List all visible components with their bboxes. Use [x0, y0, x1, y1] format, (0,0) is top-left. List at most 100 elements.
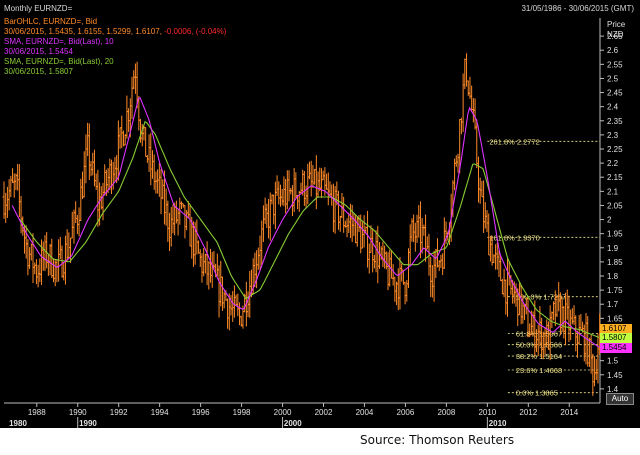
ohlc-bar: [273, 181, 277, 230]
ohlc-bar: [4, 192, 8, 223]
x-tick-label: 1988: [28, 408, 46, 417]
ohlc-bar: [210, 252, 214, 288]
ohlc-bar: [325, 173, 329, 190]
x-tick-label: 2004: [356, 408, 374, 417]
ohlc-bar: [261, 205, 265, 242]
legend-bar-values: 30/06/2015, 1.5435, 1.6155, 1.5299, 1.61…: [4, 27, 162, 36]
ohlc-bar: [152, 154, 156, 190]
date-range: 31/05/1986 - 30/06/2015 (GMT): [521, 4, 634, 13]
ohlc-bar: [87, 123, 91, 180]
ohlc-bar: [7, 179, 11, 211]
ohlc-bar: [456, 153, 460, 173]
ohlc-bar: [26, 239, 30, 276]
ohlc-bar: [337, 190, 341, 230]
ohlc-bar: [183, 205, 187, 239]
x-tick-label: 2000: [274, 408, 292, 417]
y-tick-label: 1.85: [607, 258, 623, 267]
ohlc-bar: [436, 238, 440, 268]
ohlc-bar: [147, 134, 151, 172]
ohlc-bar: [132, 70, 136, 90]
ohlc-bar: [434, 249, 438, 279]
ohlc-bar: [236, 293, 240, 317]
y-tick-label: 2.35: [607, 117, 623, 126]
ohlc-bar: [198, 249, 202, 267]
y-tick-label: 2: [607, 216, 612, 225]
ohlc-bar: [217, 265, 221, 318]
decade-label: 2000: [284, 419, 302, 428]
y-tick-label: 1.7: [607, 300, 619, 309]
y-tick-label: 2.65: [607, 32, 623, 41]
x-tick-label: 1990: [69, 408, 87, 417]
ohlc-bar: [34, 259, 38, 285]
ohlc-bar: [463, 58, 467, 90]
ohlc-bar: [316, 171, 320, 198]
ohlc-bar: [166, 200, 170, 242]
ohlc-bar: [371, 228, 375, 273]
ohlc-bar: [277, 181, 281, 205]
ohlc-bar: [470, 85, 474, 112]
price-chart[interactable]: 1.41.451.51.551.61.651.71.751.81.851.91.…: [0, 0, 640, 428]
ohlc-bar: [67, 232, 71, 260]
ohlc-bar: [154, 171, 158, 194]
ohlc-bar: [82, 151, 86, 198]
ohlc-bar: [494, 244, 498, 270]
ohlc-bar: [113, 157, 117, 182]
ohlc-bar: [231, 291, 235, 322]
ohlc-bar: [309, 160, 313, 197]
currency-axis-label: NZD: [607, 30, 624, 39]
ohlc-bar: [330, 184, 334, 206]
ohlc-bar: [79, 178, 83, 221]
y-tick-label: 2.6: [607, 46, 619, 55]
ohlc-bar: [38, 258, 42, 283]
ohlc-bar: [81, 171, 85, 200]
y-tick-label: 2.15: [607, 173, 623, 182]
ohlc-bar: [285, 170, 289, 210]
source-caption: Source: Thomson Reuters: [360, 433, 515, 447]
ohlc-bar: [482, 180, 486, 234]
ohlc-bar: [505, 258, 509, 317]
ohlc-bar: [342, 196, 346, 233]
ohlc-bar: [468, 76, 472, 99]
y-tick-label: 1.75: [607, 286, 623, 295]
fib-level-label: 0.0% 1.3865: [516, 389, 558, 398]
ohlc-bar: [121, 130, 125, 147]
ohlc-bar: [157, 163, 161, 197]
ohlc-bar: [311, 165, 315, 188]
ohlc-bar: [91, 152, 95, 176]
ohlc-bar: [171, 204, 175, 234]
ohlc-bar: [504, 279, 508, 315]
auto-scale-button[interactable]: Auto: [606, 393, 634, 405]
ohlc-bar: [500, 278, 504, 295]
ohlc-bar: [572, 305, 576, 325]
x-tick-label: 2006: [397, 408, 415, 417]
price-axis-label: Price: [607, 20, 626, 29]
ohlc-bar: [383, 245, 387, 269]
ohlc-bar: [430, 265, 434, 298]
ohlc-bar: [33, 262, 37, 275]
ohlc-bar: [205, 241, 209, 286]
ohlc-bar: [74, 201, 78, 223]
ohlc-bar: [405, 280, 409, 302]
ohlc-bar: [65, 229, 69, 262]
chart-panel: 1.41.451.51.551.61.651.71.751.81.851.91.…: [0, 0, 640, 428]
y-tick-label: 2.45: [607, 89, 623, 98]
ohlc-bar: [340, 192, 344, 219]
ohlc-bar: [519, 285, 523, 325]
ohlc-bar: [389, 250, 393, 279]
ohlc-bar: [391, 264, 395, 286]
fib-level-label: 61.8% 1.5967: [516, 329, 562, 338]
y-tick-label: 2.4: [607, 103, 619, 112]
ohlc-bar: [586, 316, 590, 367]
ohlc-bar: [422, 224, 426, 236]
fib-level-label: 161.8% 1.9370: [489, 233, 539, 242]
ohlc-bar: [398, 257, 402, 310]
ohlc-bar: [41, 241, 45, 271]
ohlc-bar: [473, 98, 477, 130]
ohlc-bar: [292, 168, 296, 212]
ohlc-bar: [195, 219, 199, 255]
ohlc-bar: [84, 134, 88, 184]
ohlc-bar: [108, 158, 112, 191]
ohlc-bar: [461, 73, 465, 132]
ohlc-bar: [234, 294, 238, 306]
ohlc-bar: [133, 63, 137, 94]
